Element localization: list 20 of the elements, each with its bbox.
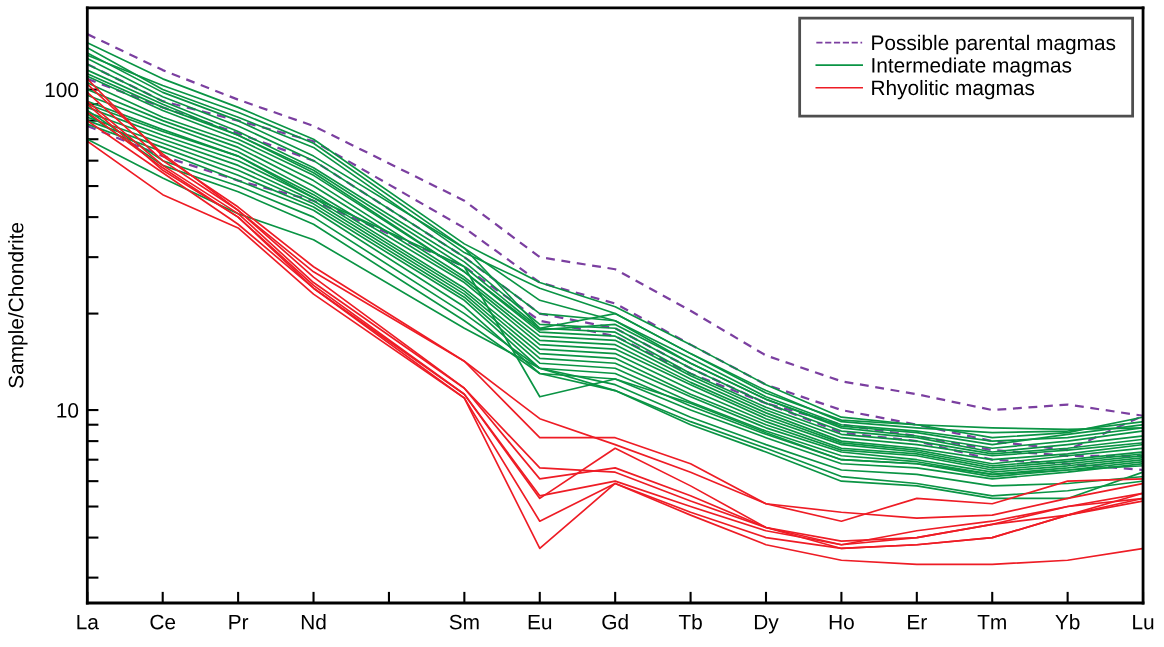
legend-label: Intermediate magmas (872, 57, 1072, 77)
x-tick-label: Eu (528, 614, 552, 630)
x-tick-label: Dy (754, 614, 779, 634)
y-tick-label: 100 (45, 82, 79, 98)
y-tick-label: 10 (57, 403, 79, 418)
x-tick-label: Ho (829, 614, 854, 630)
x-tick-label: Lu (1133, 614, 1154, 630)
x-tick-label: Pr (229, 614, 249, 630)
y-axis-title: Sample/Chondrite (8, 222, 28, 388)
x-tick-label: Gd (602, 614, 628, 630)
x-tick-label: Tb (678, 614, 702, 630)
x-tick-label: Sm (449, 614, 479, 630)
x-tick-label: La (77, 614, 99, 630)
x-tick-label: Er (908, 614, 927, 630)
legend-label: Possible parental magmas (872, 34, 1116, 55)
x-tick-label: Tm (977, 614, 1006, 630)
x-tick-label: Yb (1055, 614, 1080, 630)
x-tick-label: Ce (150, 614, 176, 630)
legend-label: Rhyolitic magmas (872, 79, 1035, 100)
x-tick-label: Nd (301, 614, 326, 630)
